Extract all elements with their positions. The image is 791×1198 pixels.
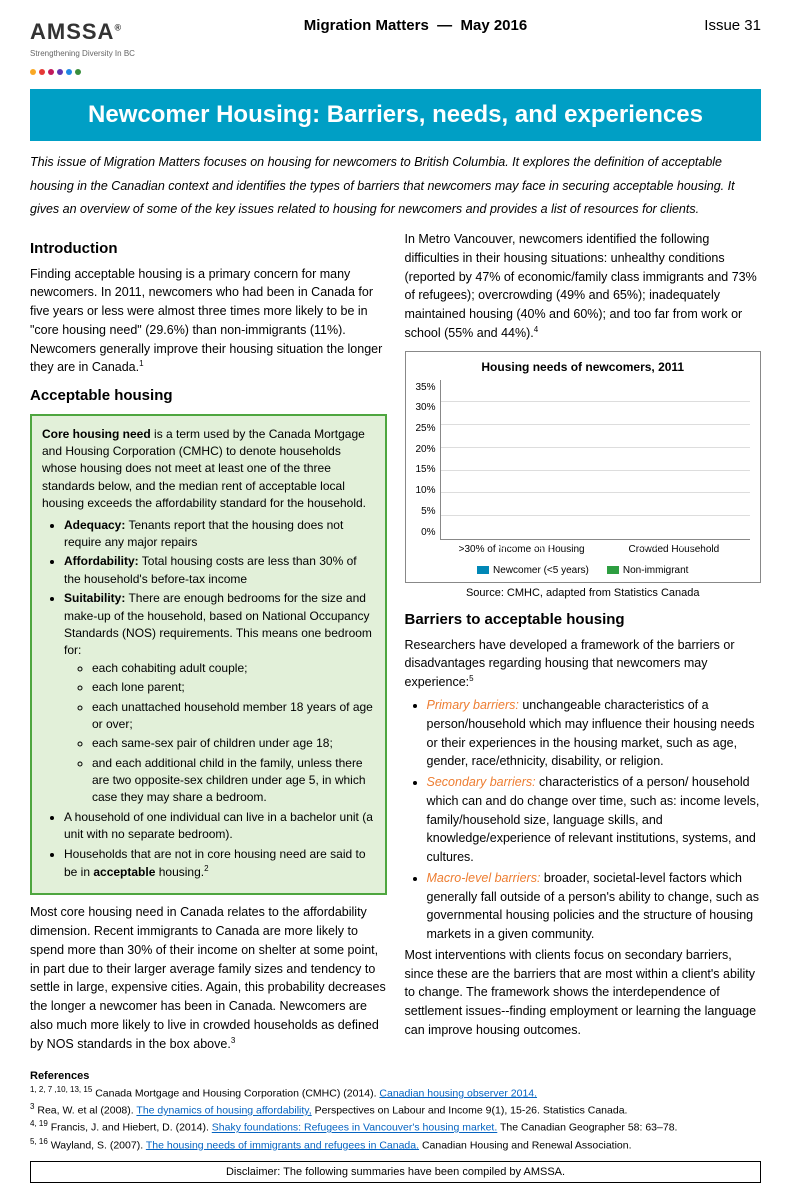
intro-body: Finding acceptable housing is a primary … (30, 265, 387, 378)
ref-line: 1, 2, 7 ,10, 13, 15 Canada Mortgage and … (30, 1084, 761, 1101)
plot-area: 30%21%27%4% (440, 380, 750, 540)
barriers-most: Most interventions with clients focus on… (405, 946, 762, 1040)
y-axis: 35%30%25%20%15%10%5%0% (416, 380, 440, 540)
references-heading: References (30, 1069, 761, 1084)
chart-title: Housing needs of newcomers, 2011 (416, 358, 751, 376)
intro-paragraph: This issue of Migration Matters focuses … (30, 151, 761, 222)
disclaimer: Disclaimer: The following summaries have… (30, 1161, 761, 1184)
ref-line: 4, 19 Francis, J. and Hiebert, D. (2014)… (30, 1118, 761, 1135)
title-banner: Newcomer Housing: Barriers, needs, and e… (30, 89, 761, 141)
ref-line: 5, 16 Wayland, S. (2007). The housing ne… (30, 1136, 761, 1153)
right-column: In Metro Vancouver, newcomers identified… (405, 230, 762, 1057)
callout-bachelor: A household of one individual can live i… (64, 809, 375, 844)
callout-lead: Core housing need is a term used by the … (42, 426, 375, 513)
ref-link[interactable]: Canadian housing observer 2014. (379, 1087, 537, 1099)
callout-adequacy: Adequacy: Tenants report that the housin… (64, 517, 375, 552)
callout-acceptable: Households that are not in core housing … (64, 846, 375, 882)
header-title: Migration Matters — May 2016 (150, 15, 681, 38)
left-column: Introduction Finding acceptable housing … (30, 230, 387, 1057)
logo-tagline: Strengthening Diversity In BC (30, 48, 150, 60)
ref-link[interactable]: Shaky foundations: Refugees in Vancouver… (212, 1122, 497, 1134)
callout-suitability: Suitability: There are enough bedrooms f… (64, 590, 375, 807)
chart-source: Source: CMHC, adapted from Statistics Ca… (405, 585, 762, 602)
ref-line: 3 Rea, W. et al (2008). The dynamics of … (30, 1101, 761, 1118)
ref-link[interactable]: The dynamics of housing affordability, (136, 1105, 311, 1117)
barrier-macro: Macro-level barriers: broader, societal-… (427, 869, 762, 944)
suit-sub: and each additional child in the family,… (92, 755, 375, 807)
suit-sub: each unattached household member 18 year… (92, 699, 375, 734)
core-housing-callout: Core housing need is a term used by the … (30, 414, 387, 896)
heading-acceptable-housing: Acceptable housing (30, 385, 387, 408)
logo-text: AMSSA® (30, 15, 150, 48)
housing-needs-chart: Housing needs of newcomers, 2011 35%30%2… (405, 351, 762, 583)
logo-dots (30, 62, 150, 81)
references: References 1, 2, 7 ,10, 13, 15 Canada Mo… (30, 1069, 761, 1153)
heading-barriers: Barriers to acceptable housing (405, 609, 762, 632)
heading-introduction: Introduction (30, 238, 387, 261)
ref-link[interactable]: The housing needs of immigrants and refu… (146, 1139, 419, 1151)
suit-sub: each same-sex pair of children under age… (92, 735, 375, 752)
callout-affordability: Affordability: Total housing costs are l… (64, 553, 375, 588)
logo: AMSSA® Strengthening Diversity In BC (30, 15, 150, 81)
suit-sub: each lone parent; (92, 679, 375, 696)
chart-legend: Newcomer (<5 years)Non-immigrant (416, 563, 751, 578)
barrier-secondary: Secondary barriers: characteristics of a… (427, 773, 762, 867)
header-issue: Issue 31 (681, 15, 761, 38)
suit-sub: each cohabiting adult couple; (92, 660, 375, 677)
content-columns: Introduction Finding acceptable housing … (30, 230, 761, 1057)
metro-paragraph: In Metro Vancouver, newcomers identified… (405, 230, 762, 343)
barrier-primary: Primary barriers: unchangeable character… (427, 696, 762, 771)
barriers-intro: Researchers have developed a framework o… (405, 636, 762, 692)
page-header: AMSSA® Strengthening Diversity In BC Mig… (30, 15, 761, 81)
chart-area: 35%30%25%20%15%10%5%0% 30%21%27%4% (416, 380, 751, 540)
core-need-paragraph: Most core housing need in Canada relates… (30, 903, 387, 1053)
